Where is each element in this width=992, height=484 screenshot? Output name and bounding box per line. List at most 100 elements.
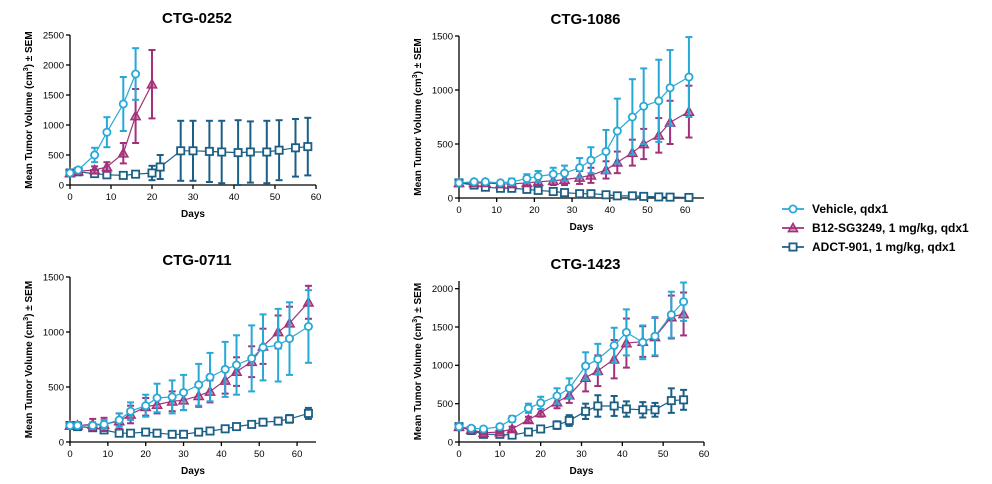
y-axis-label: Mean Tumor Volume (cm3) ± SEM: [412, 38, 424, 195]
x-tick-label: 10: [491, 205, 502, 216]
legend-label: Vehicle, qdx1: [812, 202, 888, 216]
y-tick-label: 0: [448, 437, 453, 448]
x-tick-label: 30: [178, 449, 189, 460]
legend-label: B12-SG3249, 1 mg/kg, qdx1: [812, 221, 969, 235]
data-point: [129, 109, 142, 121]
data-point: [118, 99, 128, 109]
x-axis-label: Days: [570, 466, 594, 477]
data-point: [273, 340, 283, 350]
data-point: [152, 393, 162, 403]
x-tick-label: 20: [140, 449, 151, 460]
legend-marker-square-icon: [788, 242, 798, 252]
x-tick-label: 50: [658, 449, 669, 460]
x-tick-label: 0: [456, 205, 461, 216]
legend-item-b12: B12-SG3249, 1 mg/kg, qdx1: [782, 221, 969, 235]
data-point: [581, 361, 591, 371]
data-point: [220, 424, 230, 434]
data-point: [564, 416, 574, 426]
x-tick-label: 10: [103, 449, 114, 460]
data-point: [560, 168, 570, 178]
data-point: [258, 342, 268, 352]
data-point: [684, 192, 694, 202]
data-point: [639, 101, 649, 111]
data-point: [534, 406, 547, 418]
data-point: [612, 191, 622, 201]
data-point: [585, 169, 597, 180]
legend-marker-circle-icon: [788, 204, 798, 214]
data-point: [627, 191, 637, 201]
data-point: [303, 142, 313, 152]
data-point: [102, 127, 112, 137]
data-point: [548, 187, 558, 197]
series-line: [69, 73, 137, 174]
chart-panel-3: CTG-0711 0 10 20 30 40 50 60 0 500 1000 1500 Days Mea…: [23, 252, 316, 477]
chart-panel-2: CTG-1086 0 10 20 30 40 50 60 0 500 1000 1500 Days Mea…: [412, 11, 704, 233]
series-line: [69, 83, 153, 174]
data-point: [204, 146, 214, 156]
data-point: [536, 424, 546, 434]
series-adct: [65, 116, 313, 186]
data-point: [146, 78, 158, 89]
x-tick-label: 60: [699, 449, 710, 460]
y-tick-label: 500: [48, 150, 64, 161]
y-tick-label: 1000: [43, 327, 64, 338]
data-point: [522, 174, 532, 184]
legend-item-adct: ADCT-901, 1 mg/kg, qdx1: [782, 240, 956, 254]
y-axis-label: Mean Tumor Volume (cm3) ± SEM: [412, 283, 424, 440]
data-point: [507, 177, 517, 187]
x-tick-label: 60: [311, 192, 322, 203]
x-tick-label: 60: [292, 449, 303, 460]
data-point: [665, 192, 675, 202]
data-point: [188, 146, 198, 156]
y-tick-label: 0: [59, 437, 64, 448]
data-point: [73, 165, 83, 175]
x-tick-label: 0: [67, 449, 72, 460]
data-point: [273, 416, 283, 426]
data-point: [523, 427, 533, 437]
data-point: [593, 354, 603, 364]
chart-panel-4: CTG-1423 0 10 20 30 40 50 60 0 500 1000 1500 2000 Day…: [412, 256, 709, 477]
data-point: [194, 427, 204, 437]
data-point: [536, 398, 546, 408]
data-point: [167, 392, 177, 402]
data-point: [575, 163, 585, 173]
data-point: [560, 188, 570, 198]
data-point: [522, 413, 535, 425]
series-vehicle: [65, 289, 313, 430]
x-tick-label: 40: [604, 205, 615, 216]
y-tick-label: 0: [59, 180, 64, 191]
y-tick-label: 2000: [43, 60, 64, 71]
data-point: [609, 401, 619, 411]
series-line: [70, 325, 309, 427]
x-tick-label: 40: [617, 449, 628, 460]
legend: Vehicle, qdx1 B12-SG3249, 1 mg/kg, qdx1 AD…: [782, 202, 969, 254]
series-b12: [64, 284, 315, 432]
data-point: [552, 420, 562, 430]
data-point: [88, 420, 98, 430]
data-point: [654, 96, 664, 106]
data-point: [586, 155, 596, 165]
y-tick-label: 0: [448, 193, 453, 204]
series-vehicle: [454, 281, 689, 434]
chart-title: CTG-1086: [550, 11, 620, 28]
data-point: [581, 406, 591, 416]
data-point: [258, 417, 268, 427]
x-tick-label: 50: [254, 449, 265, 460]
data-point: [493, 425, 506, 437]
series-line: [459, 111, 690, 185]
data-point: [285, 334, 295, 344]
data-point: [90, 150, 100, 160]
y-tick-label: 1500: [43, 90, 64, 101]
y-axis-label: Mean Tumor Volume (cm3) ± SEM: [23, 31, 35, 188]
data-point: [245, 147, 255, 157]
data-point: [454, 178, 464, 188]
data-point: [654, 192, 664, 202]
data-point: [118, 170, 128, 180]
y-axis-label: Mean Tumor Volume (cm3) ± SEM: [23, 281, 35, 438]
series-vehicle: [454, 36, 694, 188]
data-point: [303, 321, 313, 331]
x-tick-label: 30: [188, 192, 199, 203]
x-tick-label: 50: [642, 205, 653, 216]
chart-title: CTG-0711: [162, 252, 231, 269]
